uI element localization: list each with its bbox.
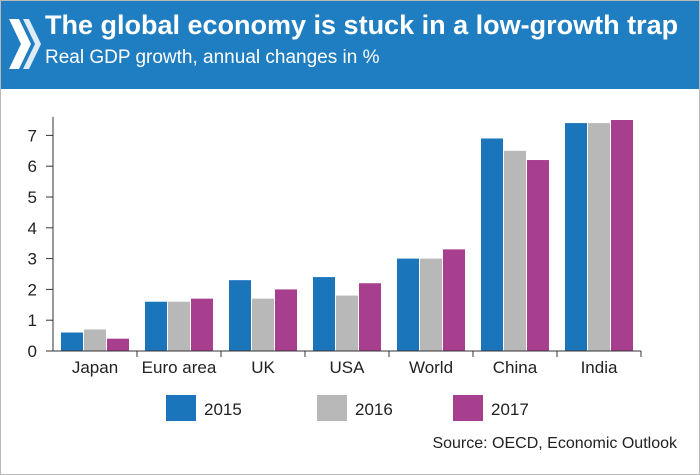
x-tick-label: Japan: [72, 358, 118, 377]
bar-uk-2016: [252, 298, 274, 351]
legend: 2015 2016 2017: [166, 395, 529, 421]
bar-world-2016: [420, 258, 442, 351]
y-tick-label: 4: [28, 219, 37, 238]
y-tick-label: 6: [28, 157, 37, 176]
x-axis: Japan Euro area UK USA World China India: [53, 350, 642, 377]
x-tick-label: India: [581, 358, 618, 377]
bar-japan-2015: [61, 332, 83, 351]
bar-japan-2017: [107, 338, 129, 351]
bar-japan-2016: [84, 329, 106, 351]
legend-swatch-2015: [166, 395, 196, 421]
y-tick-label: 7: [28, 126, 37, 145]
x-tick-label: UK: [251, 358, 275, 377]
y-tick-label: 0: [28, 342, 37, 361]
bar-india-2017: [611, 120, 633, 351]
chart-header: The global economy is stuck in a low-gro…: [1, 1, 699, 89]
bar-china-2017: [527, 160, 549, 351]
y-tick-label: 1: [28, 311, 37, 330]
source-note: Source: OECD, Economic Outlook: [432, 435, 677, 452]
bar-usa-2016: [336, 295, 358, 351]
y-tick-label: 2: [28, 280, 37, 299]
oecd-chevron-logo-icon: [9, 19, 41, 69]
bar-india-2016: [588, 123, 610, 351]
x-tick-label: World: [409, 358, 453, 377]
x-tick-label: USA: [330, 358, 366, 377]
x-tick-label: China: [493, 358, 538, 377]
bar-euro-area-2015: [145, 301, 167, 351]
bar-china-2016: [504, 150, 526, 351]
legend-label-2017: 2017: [491, 400, 529, 419]
y-tick-label: 3: [28, 250, 37, 269]
bar-usa-2017: [359, 283, 381, 351]
legend-label-2016: 2016: [355, 400, 393, 419]
bar-uk-2017: [275, 289, 297, 351]
bar-world-2017: [443, 249, 465, 351]
legend-swatch-2016: [317, 395, 347, 421]
chart-title: The global economy is stuck in a low-gro…: [45, 10, 679, 40]
bar-euro-area-2017: [191, 298, 213, 351]
bar-euro-area-2016: [168, 301, 190, 351]
bar-china-2015: [481, 138, 503, 351]
bar-india-2015: [565, 123, 587, 351]
y-tick-label: 5: [28, 188, 37, 207]
legend-label-2015: 2015: [204, 400, 242, 419]
chart-subtitle: Real GDP growth, annual changes in %: [45, 47, 380, 68]
bar-usa-2015: [313, 277, 335, 351]
bar-world-2015: [397, 258, 419, 351]
legend-swatch-2017: [453, 395, 483, 421]
y-axis: 0 1 2 3 4 5 6 7: [28, 116, 54, 361]
x-tick-label: Euro area: [142, 358, 217, 377]
bar-group: [61, 120, 633, 351]
bar-uk-2015: [229, 280, 251, 351]
